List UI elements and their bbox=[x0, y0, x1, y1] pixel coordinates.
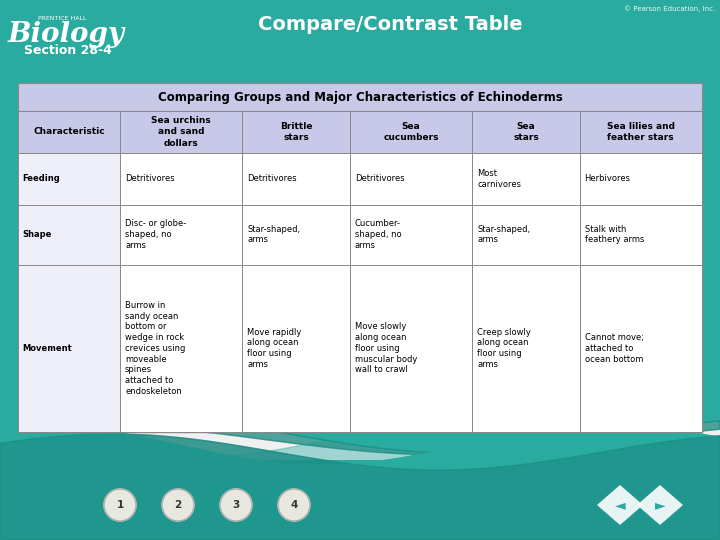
Circle shape bbox=[278, 489, 310, 521]
Text: Sea lilies and
feather stars: Sea lilies and feather stars bbox=[607, 122, 675, 142]
Bar bbox=[472, 153, 580, 205]
Text: Move rapidly
along ocean
floor using
arms: Move rapidly along ocean floor using arm… bbox=[248, 328, 302, 369]
Text: 3: 3 bbox=[233, 500, 240, 510]
Bar bbox=[350, 265, 472, 432]
Text: Feeding: Feeding bbox=[22, 174, 60, 183]
Text: Disc- or globe-
shaped, no
arms: Disc- or globe- shaped, no arms bbox=[125, 219, 186, 250]
Text: © Pearson Education, Inc.: © Pearson Education, Inc. bbox=[624, 5, 715, 12]
Circle shape bbox=[104, 489, 136, 521]
Ellipse shape bbox=[0, 8, 120, 112]
Bar bbox=[120, 111, 243, 153]
Bar bbox=[18, 111, 120, 153]
Text: Cannot move;
attached to
ocean bottom: Cannot move; attached to ocean bottom bbox=[585, 333, 644, 363]
Bar bbox=[18, 83, 702, 432]
Polygon shape bbox=[637, 485, 683, 525]
Bar bbox=[120, 153, 243, 205]
Text: PRENTICE HALL: PRENTICE HALL bbox=[38, 16, 86, 21]
Text: Compare/Contrast Table: Compare/Contrast Table bbox=[258, 16, 522, 35]
Text: Stalk with
feathery arms: Stalk with feathery arms bbox=[585, 225, 644, 245]
Text: Herbivores: Herbivores bbox=[585, 174, 631, 183]
Circle shape bbox=[162, 489, 194, 521]
Bar bbox=[120, 205, 243, 265]
Bar bbox=[243, 111, 350, 153]
Text: ►: ► bbox=[654, 498, 665, 512]
Text: Most
carnivores: Most carnivores bbox=[477, 169, 521, 188]
Bar bbox=[243, 153, 350, 205]
Bar bbox=[243, 265, 350, 432]
Text: Comparing Groups and Major Characteristics of Echinoderms: Comparing Groups and Major Characteristi… bbox=[158, 91, 562, 104]
Bar bbox=[0, 70, 720, 460]
Text: Sea urchins
and sand
dollars: Sea urchins and sand dollars bbox=[151, 117, 211, 147]
Text: Movement: Movement bbox=[22, 344, 72, 353]
Text: Detritivores: Detritivores bbox=[248, 174, 297, 183]
Bar bbox=[472, 205, 580, 265]
Bar bbox=[0, 77, 720, 447]
Bar bbox=[243, 205, 350, 265]
Text: 4: 4 bbox=[290, 500, 297, 510]
Text: Cucumber-
shaped, no
arms: Cucumber- shaped, no arms bbox=[355, 219, 402, 250]
Text: ◄: ◄ bbox=[615, 498, 625, 512]
Bar bbox=[580, 111, 702, 153]
Text: Star-shaped,
arms: Star-shaped, arms bbox=[248, 225, 300, 245]
Bar bbox=[580, 205, 702, 265]
Text: Move slowly
along ocean
floor using
muscular body
wall to crawl: Move slowly along ocean floor using musc… bbox=[355, 322, 417, 374]
Circle shape bbox=[220, 489, 252, 521]
Bar bbox=[120, 265, 243, 432]
Text: Characteristic: Characteristic bbox=[33, 127, 105, 137]
Bar bbox=[350, 153, 472, 205]
Text: Star-shaped,
arms: Star-shaped, arms bbox=[477, 225, 531, 245]
Text: Brittle
stars: Brittle stars bbox=[280, 122, 312, 142]
Bar bbox=[18, 153, 120, 205]
Bar bbox=[18, 265, 120, 432]
Bar bbox=[580, 265, 702, 432]
Text: Creep slowly
along ocean
floor using
arms: Creep slowly along ocean floor using arm… bbox=[477, 328, 531, 369]
Text: 2: 2 bbox=[174, 500, 181, 510]
Polygon shape bbox=[597, 485, 643, 525]
Text: Section 28-4: Section 28-4 bbox=[24, 44, 112, 57]
Bar bbox=[18, 205, 120, 265]
Text: Detritivores: Detritivores bbox=[355, 174, 405, 183]
Bar bbox=[580, 153, 702, 205]
Text: Sea
cucumbers: Sea cucumbers bbox=[383, 122, 438, 142]
Bar bbox=[472, 265, 580, 432]
Text: Biology: Biology bbox=[8, 22, 125, 49]
Bar bbox=[350, 205, 472, 265]
Text: Burrow in
sandy ocean
bottom or
wedge in rock
crevices using
moveable
spines
att: Burrow in sandy ocean bottom or wedge in… bbox=[125, 301, 186, 396]
Text: Sea
stars: Sea stars bbox=[513, 122, 539, 142]
Text: 1: 1 bbox=[117, 500, 124, 510]
Bar bbox=[18, 83, 702, 111]
Bar bbox=[350, 111, 472, 153]
Text: Detritivores: Detritivores bbox=[125, 174, 175, 183]
Bar bbox=[472, 111, 580, 153]
Text: Shape: Shape bbox=[22, 230, 51, 239]
